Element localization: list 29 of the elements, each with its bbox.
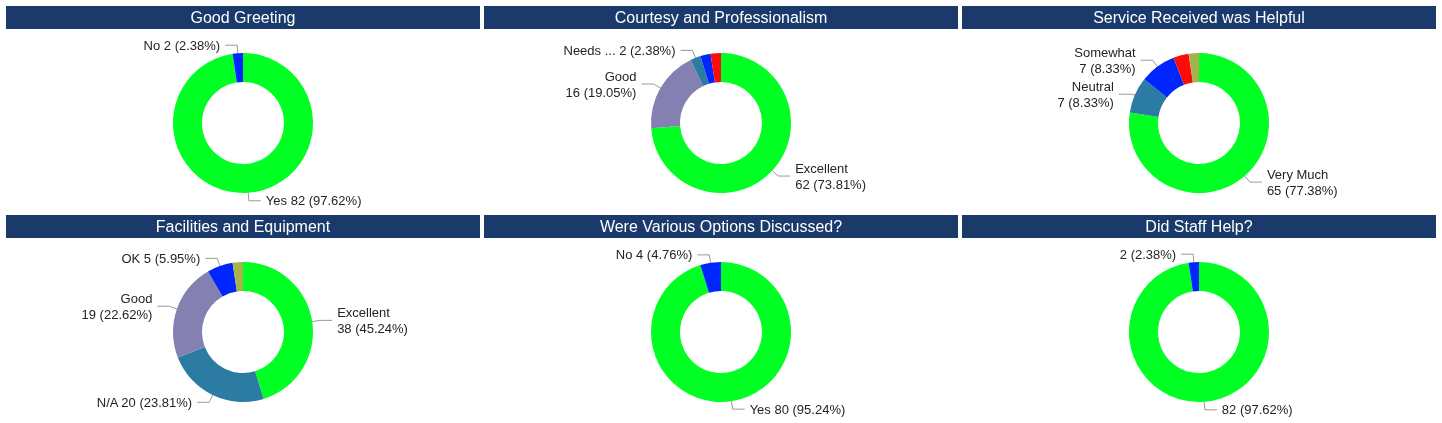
slice-label: Neutral <box>1071 78 1114 94</box>
slice-label: Yes 82 (97.62%) <box>265 193 362 209</box>
slice-label: N/A 20 (23.81%) <box>96 394 193 410</box>
slice-label: Very Much <box>1266 166 1329 182</box>
slice-label: OK 5 (5.95%) <box>121 250 201 266</box>
data-label: 19 (22.62%) <box>81 306 153 322</box>
slice-label: Needs ... 2 (2.38%) <box>563 42 676 58</box>
slice-label: Good <box>120 290 153 306</box>
chart-title: Were Various Options Discussed? <box>484 215 958 238</box>
slice-label: Yes 80 (95.24%) <box>749 401 846 417</box>
slice-label: Good <box>604 68 637 84</box>
chart-title: Good Greeting <box>6 6 480 29</box>
slice-label: No 4 (4.76%) <box>615 247 693 263</box>
chart-title: Courtesy and Professionalism <box>484 6 958 29</box>
slice-label: No 2 (2.38%) <box>143 37 221 53</box>
slice-label: Somewhat <box>1074 44 1137 60</box>
data-label: 82 (97.62%) <box>1221 402 1293 418</box>
chart-title: Did Staff Help? <box>962 215 1436 238</box>
slice-label: Excellent <box>337 304 391 320</box>
data-label: 7 (8.33%) <box>1079 60 1136 76</box>
data-label: 7 (8.33%) <box>1057 94 1114 110</box>
data-label: 16 (19.05%) <box>565 84 637 100</box>
data-label: 62 (73.81%) <box>795 176 867 192</box>
data-label: 2 (2.38%) <box>1119 246 1177 262</box>
chart-title: Service Received was Helpful <box>962 6 1436 29</box>
slice-label: Excellent <box>795 160 849 176</box>
chart-title: Facilities and Equipment <box>6 215 480 238</box>
data-label: 38 (45.24%) <box>337 320 408 336</box>
data-label: 65 (77.38%) <box>1266 182 1338 198</box>
